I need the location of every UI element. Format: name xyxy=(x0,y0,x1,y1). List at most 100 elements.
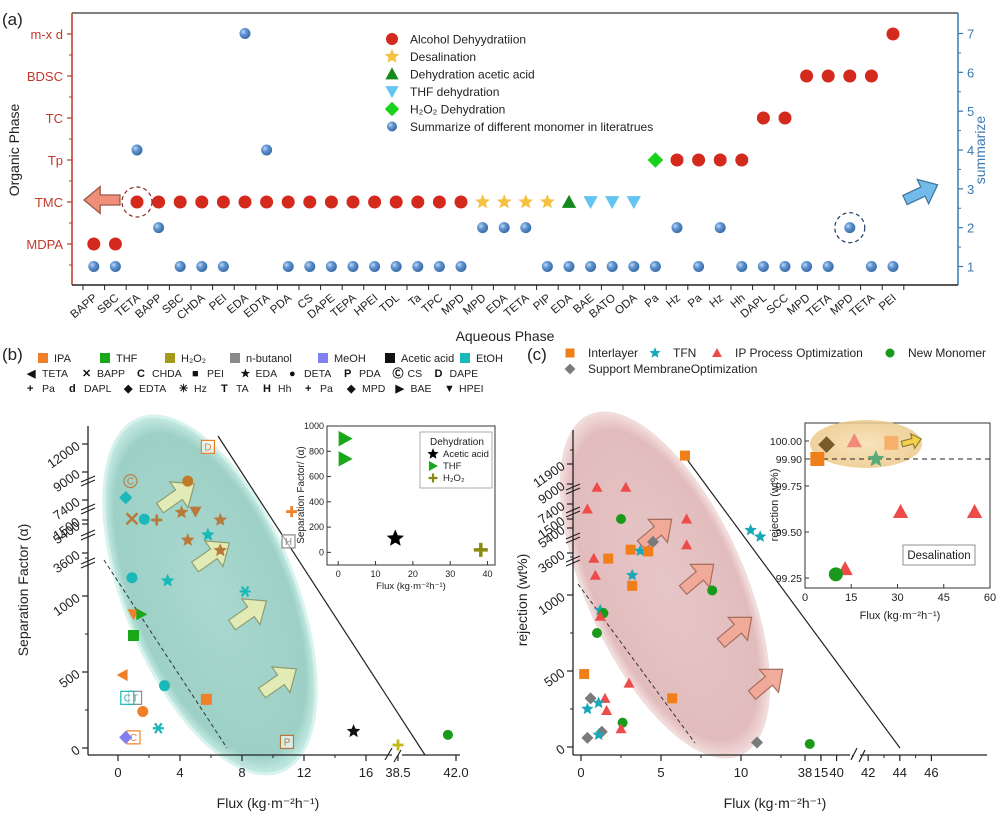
data-point xyxy=(592,696,605,709)
application-point xyxy=(454,195,468,209)
lower-bound-dashed-line xyxy=(103,559,228,749)
application-point xyxy=(411,195,425,209)
application-point xyxy=(260,195,274,209)
inset-legend-label: Acetic acid xyxy=(443,449,489,460)
data-point xyxy=(581,702,594,715)
data-point xyxy=(681,513,693,524)
inset-point xyxy=(966,504,983,519)
data-point xyxy=(751,736,763,749)
data-point xyxy=(744,523,757,536)
data-point xyxy=(599,692,611,703)
application-point xyxy=(843,69,857,83)
x-tick-label: MPD xyxy=(440,292,467,318)
shape-legend-label: HPEI xyxy=(459,383,484,395)
upper-bound-line xyxy=(217,435,426,756)
summarize-point xyxy=(757,261,769,272)
y-axis-title: rejection (wt%) xyxy=(514,554,530,647)
x-tick-label: PEI xyxy=(207,292,229,313)
summarize-point xyxy=(520,222,532,234)
x-tick-label: Hz xyxy=(708,292,727,310)
x-tick-label: 16 xyxy=(359,765,373,780)
application-point xyxy=(87,237,101,251)
letter-box xyxy=(120,690,135,705)
x-tick-label: 10 xyxy=(734,765,748,780)
data-point xyxy=(594,610,606,621)
inset-highlight-ellipse xyxy=(810,420,922,468)
inset-point xyxy=(892,504,909,519)
y-tick-label: 0 xyxy=(553,741,568,757)
summarize-point xyxy=(477,222,489,234)
application-point xyxy=(368,195,382,209)
color-legend-label: IPA xyxy=(54,353,72,365)
application-point xyxy=(346,195,360,209)
data-point xyxy=(615,723,627,734)
x-tick-label: 15 xyxy=(814,765,828,780)
summarize-point xyxy=(541,261,553,272)
summarize-point xyxy=(606,261,618,272)
left-arrow-icon xyxy=(83,185,121,215)
summarize-point xyxy=(585,261,597,272)
inset-y-tick-label: 100.00 xyxy=(770,436,802,448)
color-legend-swatch xyxy=(385,353,395,363)
y-axis-title-summarize: summarize xyxy=(972,116,988,185)
data-point xyxy=(620,481,632,492)
data-point xyxy=(707,585,718,596)
data-point xyxy=(119,730,133,744)
summarize-point xyxy=(822,261,834,272)
inset-x-tick-label: 40 xyxy=(483,569,493,579)
inset-y-tick-label: 99.50 xyxy=(776,527,802,539)
color-legend-label: n-butanol xyxy=(246,353,292,365)
letter-box xyxy=(279,734,295,750)
x-tick-label: 44 xyxy=(893,765,907,780)
summarize-point xyxy=(801,261,813,272)
summarize-point xyxy=(174,261,186,272)
legend-marker xyxy=(565,348,575,358)
data-point xyxy=(119,491,133,505)
legend-label: Interlayer xyxy=(588,346,638,360)
data-point xyxy=(626,568,639,581)
inset-y-tick-label: 800 xyxy=(309,446,324,456)
data-point xyxy=(346,724,361,738)
right-tick-label: 6 xyxy=(967,65,974,80)
x-tick-label: 5 xyxy=(657,765,664,780)
shape-legend-label: Hz xyxy=(194,383,207,395)
data-point: P xyxy=(279,734,295,750)
x-axis-title-aqueous: Aqueous Phase xyxy=(456,328,555,344)
application-point xyxy=(130,195,144,209)
trend-arrow-icon xyxy=(716,616,753,649)
inset-legend-title: Dehydration xyxy=(430,437,484,448)
shape-legend-glyph: ◆ xyxy=(346,383,356,395)
y-axis-title: Separation Factor (α) xyxy=(15,524,31,657)
data-point xyxy=(442,729,453,740)
shape-legend-label: TETA xyxy=(42,368,68,380)
inset-x-tick-label: 20 xyxy=(408,569,418,579)
application-point xyxy=(561,194,577,208)
summarize-point xyxy=(88,261,100,272)
shape-legend-label: Pa xyxy=(320,383,333,395)
shape-legend-glyph: P xyxy=(344,368,351,380)
summarize-point xyxy=(390,261,402,272)
letter-glyph: C xyxy=(124,693,131,704)
legend-marker xyxy=(564,363,576,375)
letter-glyph: P xyxy=(284,737,291,748)
inset-x-tick-label: 45 xyxy=(938,592,950,604)
data-point xyxy=(137,706,149,718)
legend-label: Alcohol Dehyydratiion xyxy=(410,33,526,47)
color-legend-swatch xyxy=(230,353,240,363)
shape-legend-glyph: H xyxy=(263,383,271,395)
data-point xyxy=(201,527,215,541)
y-tick-label: 12000 xyxy=(44,438,82,471)
inset-y-tick-label: 1000 xyxy=(304,421,324,431)
inset-x-tick-label: 10 xyxy=(371,569,381,579)
color-legend-label: Acetic acid xyxy=(401,353,454,365)
application-point xyxy=(432,195,446,209)
summarize-point xyxy=(563,261,575,272)
application-point xyxy=(496,194,512,209)
data-point xyxy=(392,739,404,751)
data-point xyxy=(200,693,212,705)
inset-x-tick-label: 30 xyxy=(891,592,903,604)
data-point xyxy=(116,668,128,682)
inset-x-tick-label: 15 xyxy=(845,592,857,604)
legend-marker xyxy=(385,86,399,99)
